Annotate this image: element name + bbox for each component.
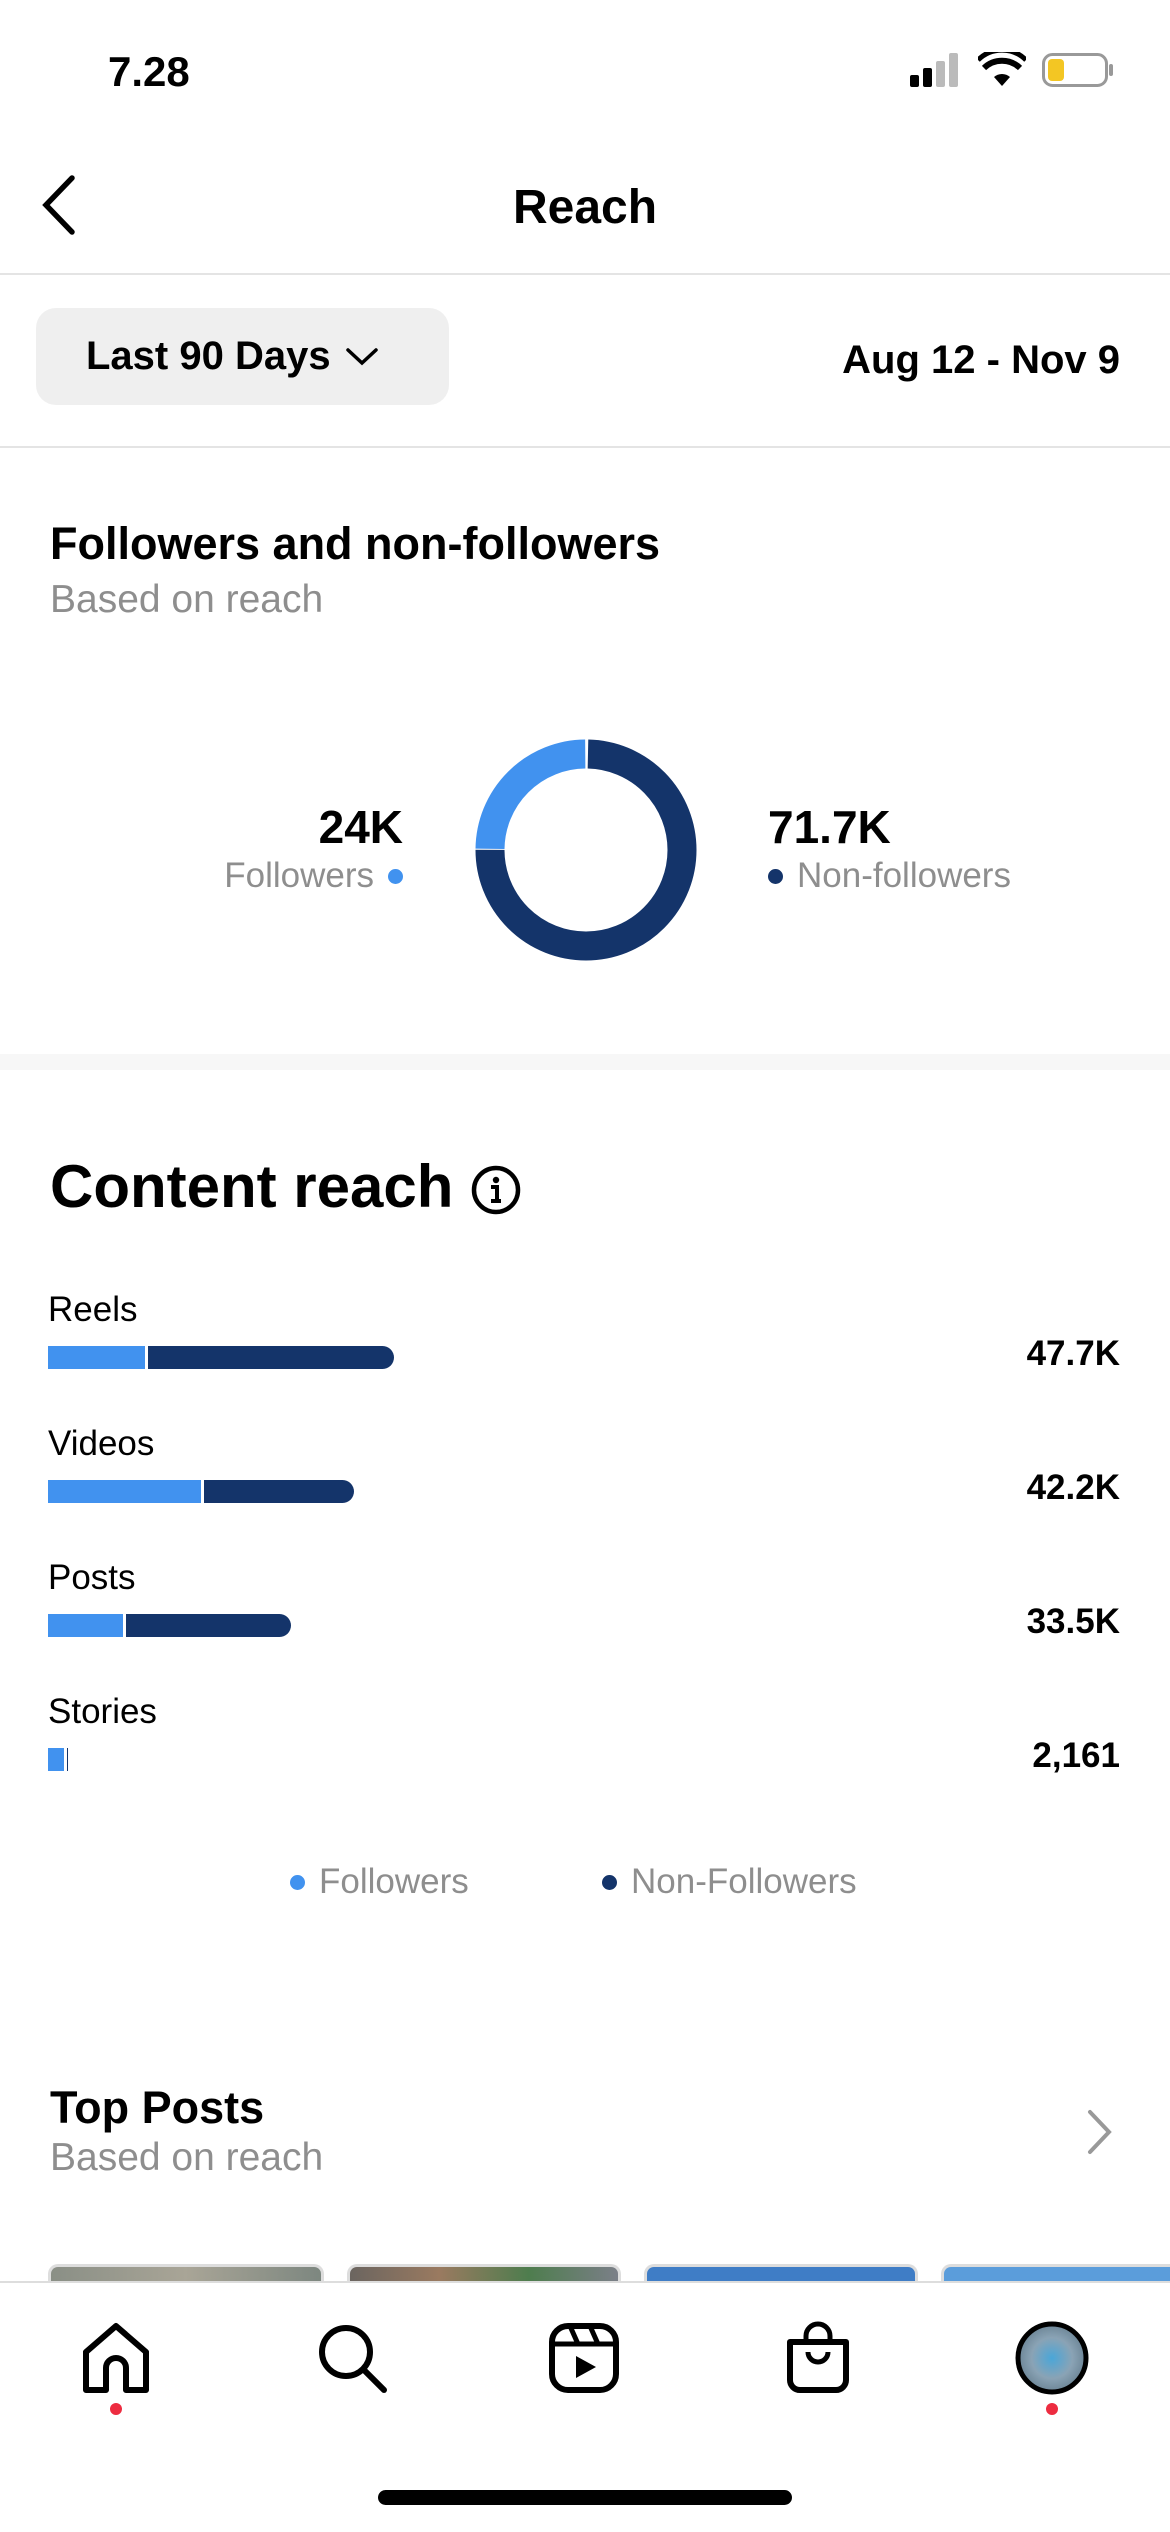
status-time: 7.28 [108,48,190,95]
chevron-down-icon [345,347,378,365]
followers-value: 24K [318,801,403,853]
donut-segment-non-followers [475,739,697,961]
bar-segment-non-followers [126,1614,291,1637]
row-value-videos: 42.2K [1026,1468,1120,1507]
back-chevron-icon[interactable] [38,170,88,240]
followers-section-title: Followers and non-followers [50,518,661,569]
bar-segment-followers [48,1346,145,1369]
bar-segment-followers [48,1614,124,1637]
bar-videos [48,1480,355,1503]
bar-posts [48,1614,291,1637]
followers-dot [388,868,403,884]
row-value-stories: 2,161 [1032,1736,1120,1775]
bar-separator [64,1748,67,1771]
battery-icon [1042,53,1113,87]
row-label-posts: Posts [48,1558,136,1597]
section-separator [0,1054,1170,1070]
row-label-stories: Stories [48,1692,157,1731]
legend-non-followers-dot [602,1874,617,1890]
page-title: Reach [512,181,658,234]
bar-separator [201,1480,205,1503]
bar-segment-followers [48,1480,202,1503]
top-posts-title: Top Posts [50,2082,265,2133]
row-label-videos: Videos [48,1424,155,1463]
divider [0,446,1170,448]
bar-segment-non-followers [67,1748,68,1771]
bar-stories [48,1748,68,1771]
dropdown-label: Last 90 Days [86,334,331,378]
legend-followers-dot [290,1874,305,1890]
home-indicator [378,2490,792,2505]
profile-notification-dot [1046,2403,1058,2415]
status-icons [910,52,1114,88]
bar-segment-non-followers [204,1480,355,1503]
bar-segment-followers [48,1748,64,1771]
row-value-reels: 47.7K [1026,1334,1120,1373]
search-icon[interactable] [314,2320,390,2396]
non-followers-stat: 71.7K Non-followers [768,800,1011,896]
top-posts-subtitle: Based on reach [50,2136,324,2179]
non-followers-label: Non-followers [797,856,1011,895]
wifi-icon [978,52,1026,86]
followers-label: Followers [224,856,374,895]
bar-separator [144,1346,148,1369]
content-reach-title: Content reach [50,1153,454,1220]
divider [0,273,1170,275]
legend-followers-label: Followers [319,1862,469,1901]
bar-separator [123,1614,127,1637]
home-notification-dot [110,2403,122,2415]
followers-section-subtitle: Based on reach [50,578,324,621]
row-value-posts: 33.5K [1026,1602,1120,1641]
chevron-right-icon[interactable] [1085,2108,1115,2156]
signal-icon [910,53,958,87]
bar-reels [48,1346,394,1369]
legend-non-followers-label: Non-Followers [631,1862,857,1901]
reels-icon[interactable] [546,2320,622,2396]
row-label-reels: Reels [48,1290,138,1329]
non-followers-value: 71.7K [768,801,891,853]
non-followers-dot [768,868,783,884]
legend-followers: Followers [290,1862,469,1902]
followers-donut-chart [475,739,697,961]
info-icon[interactable] [470,1164,522,1216]
date-range-text: Aug 12 - Nov 9 [842,338,1120,382]
followers-stat: 24K Followers [224,800,403,896]
home-icon[interactable] [78,2320,154,2396]
bar-segment-non-followers [147,1346,394,1369]
shop-icon[interactable] [780,2320,856,2396]
legend-non-followers: Non-Followers [602,1862,857,1902]
date-range-dropdown[interactable]: Last 90 Days [36,308,449,405]
profile-avatar[interactable] [1014,2320,1090,2396]
